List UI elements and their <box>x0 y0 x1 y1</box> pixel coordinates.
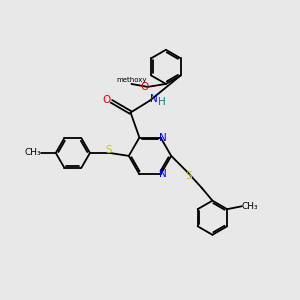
Text: O: O <box>102 95 110 105</box>
Text: S: S <box>106 145 112 155</box>
Text: N: N <box>150 94 158 104</box>
Text: O: O <box>140 82 148 92</box>
Text: CH₃: CH₃ <box>242 202 259 211</box>
Text: N: N <box>159 169 167 179</box>
Text: S: S <box>185 171 192 181</box>
Text: H: H <box>158 97 166 107</box>
Text: CH₃: CH₃ <box>25 148 41 157</box>
Text: methoxy: methoxy <box>116 77 147 83</box>
Text: N: N <box>159 133 167 142</box>
